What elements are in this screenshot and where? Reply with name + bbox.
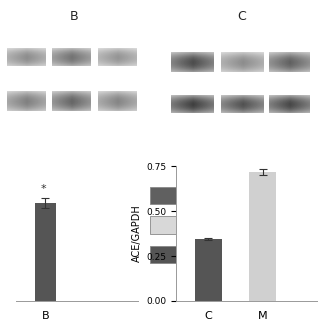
- Text: B: B: [69, 10, 78, 23]
- Text: *: *: [40, 184, 46, 194]
- Text: M: M: [189, 220, 197, 230]
- Bar: [150, 187, 184, 204]
- Y-axis label: ACE/GAPDH: ACE/GAPDH: [132, 205, 142, 262]
- Bar: [35, 204, 56, 301]
- Text: B: B: [189, 249, 196, 260]
- Bar: [249, 172, 276, 301]
- Bar: [150, 246, 184, 263]
- Bar: [150, 216, 184, 234]
- Text: C: C: [237, 10, 246, 23]
- Bar: [195, 239, 222, 301]
- Text: C: C: [189, 190, 196, 200]
